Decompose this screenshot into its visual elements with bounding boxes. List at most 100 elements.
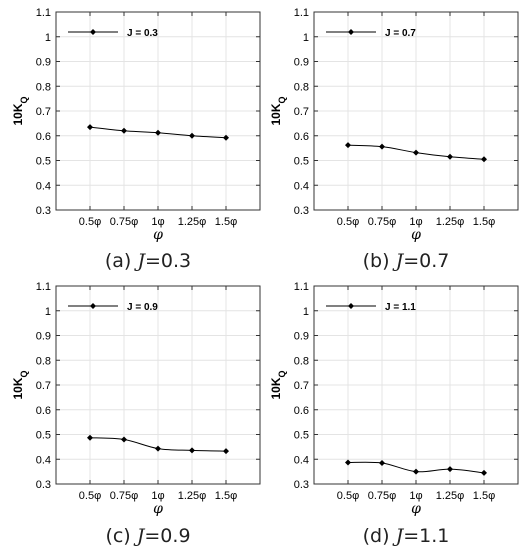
x-tick-label: 1.25φ [436, 490, 465, 502]
x-tick-label: 1.5φ [473, 216, 495, 228]
y-tick-label: 0.8 [294, 81, 309, 93]
x-tick-label: 0.5φ [337, 490, 359, 502]
chart-panel-4: 0.3 0.4 0.5 0.6 0.7 0.8 0.9 1 1.1 0.5φ 0.75φ 1φ 1.25… [269, 281, 519, 547]
y-tick-label: 0.9 [36, 57, 51, 69]
y-axis-label: 10KQ [11, 370, 29, 399]
y-tick-label: 0.3 [36, 205, 51, 217]
x-tick-label: 1φ [151, 490, 164, 502]
data-point [87, 124, 93, 131]
panel-caption: (b) J=0.7 [363, 250, 450, 272]
x-tick-label: 0.75φ [110, 216, 139, 228]
y-tick-label: 0.8 [36, 81, 51, 93]
x-tick-label: 0.5φ [79, 490, 101, 502]
data-point [189, 132, 195, 139]
y-tick-label: 0.6 [36, 405, 51, 417]
data-point [447, 153, 453, 160]
legend-label: J = 0.9 [127, 302, 158, 313]
y-tick-label: 0.5 [36, 430, 51, 442]
panel-caption: (c) J=0.9 [105, 525, 190, 547]
legend-label: J = 0.7 [385, 28, 416, 39]
data-point [447, 466, 453, 473]
x-axis-label: φ [411, 501, 421, 517]
y-tick-label: 0.7 [36, 380, 51, 392]
x-axis-label: φ [411, 227, 421, 243]
chart-panel-3: 0.3 0.4 0.5 0.6 0.7 0.8 0.9 1 1.1 0.5φ 0.75φ 1φ 1.25… [11, 281, 261, 547]
x-axis-label: φ [153, 227, 163, 243]
chart-panel-1: 0.3 0.4 0.5 0.6 0.7 0.8 0.9 1 1.1 0.5φ 0.75φ 1φ 1.25… [11, 7, 261, 272]
y-axis-label: 10KQ [11, 96, 29, 125]
x-tick-label: 1.5φ [215, 490, 237, 502]
y-tick-label: 1.1 [36, 281, 51, 293]
y-tick-label: 0.5 [294, 156, 309, 168]
data-point [345, 459, 351, 466]
data-point [223, 448, 229, 455]
y-tick-label: 0.3 [294, 205, 309, 217]
x-tick-label: 0.75φ [368, 490, 397, 502]
panel-caption: (a) J=0.3 [105, 250, 191, 272]
y-tick-label: 1 [303, 32, 309, 44]
y-tick-label: 0.7 [36, 106, 51, 118]
chart-panel-2: 0.3 0.4 0.5 0.6 0.7 0.8 0.9 1 1.1 0.5φ 0.75φ 1φ 1.25… [269, 7, 519, 272]
x-tick-label: 1.5φ [473, 490, 495, 502]
y-tick-label: 0.6 [294, 405, 309, 417]
legend-label: J = 1.1 [385, 302, 416, 313]
legend-marker [90, 303, 96, 309]
x-tick-label: 0.75φ [110, 490, 139, 502]
data-point [155, 445, 161, 452]
y-tick-label: 0.6 [294, 131, 309, 143]
x-tick-label: 1.25φ [178, 490, 207, 502]
y-tick-label: 0.7 [294, 380, 309, 392]
x-tick-label: 1.5φ [215, 216, 237, 228]
data-point [345, 142, 351, 149]
data-point [379, 143, 385, 150]
data-point [155, 129, 161, 136]
y-tick-label: 0.9 [294, 331, 309, 343]
legend-marker [348, 303, 354, 309]
y-tick-label: 1.1 [36, 7, 51, 19]
x-tick-label: 0.75φ [368, 216, 397, 228]
y-axis-label: 10KQ [269, 370, 287, 399]
x-axis-label: φ [153, 501, 163, 517]
data-point [121, 127, 127, 134]
data-point [413, 149, 419, 156]
data-point [379, 459, 385, 466]
y-tick-label: 0.3 [36, 479, 51, 491]
y-tick-label: 1 [303, 306, 309, 318]
data-point [223, 134, 229, 141]
y-tick-label: 0.5 [294, 430, 309, 442]
y-tick-label: 0.4 [36, 180, 51, 192]
legend-marker [90, 29, 96, 35]
y-tick-label: 0.6 [36, 131, 51, 143]
y-tick-label: 1.1 [294, 7, 309, 19]
x-tick-label: 1.25φ [178, 216, 207, 228]
y-axis-label: 10KQ [269, 96, 287, 125]
legend-marker [348, 29, 354, 35]
x-tick-label: 1φ [409, 490, 422, 502]
y-tick-label: 0.4 [294, 454, 309, 466]
x-tick-label: 1.25φ [436, 216, 465, 228]
x-tick-label: 0.5φ [337, 216, 359, 228]
data-point [87, 434, 93, 441]
y-tick-label: 1 [45, 32, 51, 44]
data-point [481, 469, 487, 476]
y-tick-label: 0.9 [36, 331, 51, 343]
y-tick-label: 0.4 [36, 454, 51, 466]
data-point [413, 468, 419, 475]
legend-label: J = 0.3 [127, 28, 158, 39]
x-tick-label: 0.5φ [79, 216, 101, 228]
y-tick-label: 0.8 [36, 355, 51, 367]
y-tick-label: 0.9 [294, 57, 309, 69]
data-point [481, 156, 487, 163]
y-tick-label: 0.3 [294, 479, 309, 491]
data-point [121, 436, 127, 443]
data-point [189, 447, 195, 454]
y-tick-label: 0.5 [36, 156, 51, 168]
panel-caption: (d) J=1.1 [363, 525, 450, 547]
y-tick-label: 0.7 [294, 106, 309, 118]
y-tick-label: 1.1 [294, 281, 309, 293]
y-tick-label: 0.8 [294, 355, 309, 367]
x-tick-label: 1φ [151, 216, 164, 228]
y-tick-label: 1 [45, 306, 51, 318]
y-tick-label: 0.4 [294, 180, 309, 192]
